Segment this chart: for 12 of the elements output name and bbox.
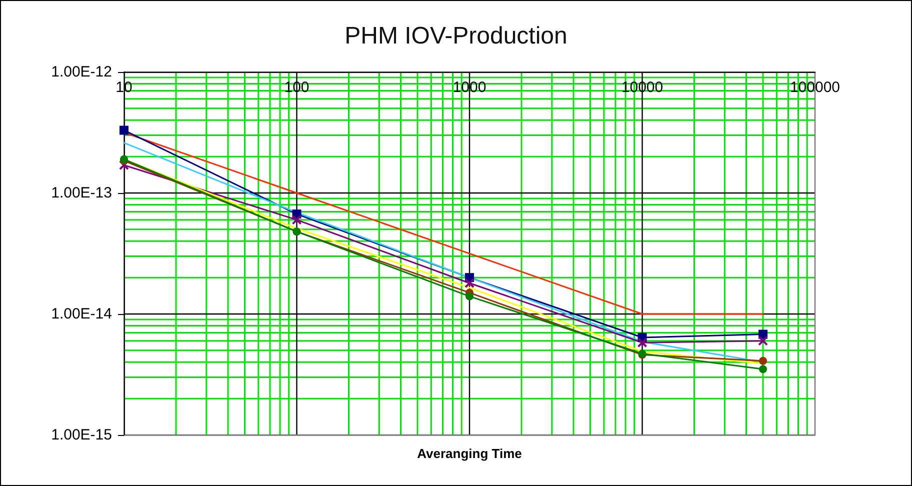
- point: [637, 338, 648, 348]
- point: [464, 278, 474, 288]
- point: [120, 126, 128, 135]
- point: [292, 214, 302, 225]
- point: [466, 292, 474, 300]
- y-tick-label: 1.00E-13: [51, 184, 112, 202]
- x-axis-title: Averanging Time: [417, 446, 522, 461]
- chart-title: PHM IOV-Production: [344, 22, 568, 50]
- point: [119, 160, 129, 170]
- y-tick-label: 1.00E-15: [51, 426, 112, 444]
- y-tick-label: 1.00E-12: [51, 64, 112, 80]
- y-tick-label: 1.00E-14: [51, 306, 112, 322]
